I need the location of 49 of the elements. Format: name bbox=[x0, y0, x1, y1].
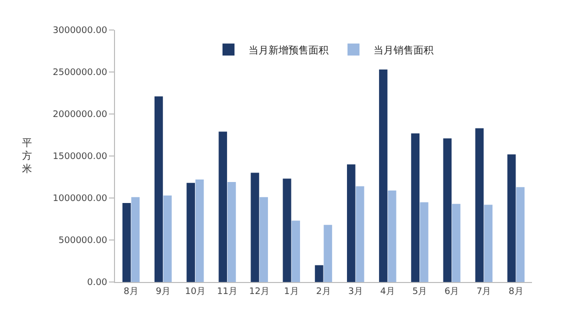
bar bbox=[420, 202, 428, 282]
x-tick-label: 11月 bbox=[217, 286, 238, 297]
bar bbox=[227, 182, 236, 282]
bar bbox=[379, 69, 388, 282]
x-tick-label: 8月 bbox=[124, 286, 138, 297]
x-tick-label: 3月 bbox=[348, 286, 363, 297]
bar bbox=[507, 154, 516, 282]
bar bbox=[388, 190, 396, 282]
y-tick-label: 500000.00 bbox=[58, 236, 108, 246]
bar bbox=[324, 224, 332, 282]
x-tick-label: 9月 bbox=[156, 286, 170, 297]
x-tick-label: 6月 bbox=[444, 286, 460, 297]
bar bbox=[475, 128, 484, 282]
bar bbox=[131, 197, 140, 282]
bar bbox=[314, 265, 324, 282]
bar bbox=[484, 204, 492, 282]
x-tick-label: 5月 bbox=[412, 286, 428, 297]
bar bbox=[282, 178, 292, 282]
legend-label: 当月新增预售面积 bbox=[248, 44, 328, 56]
bar bbox=[163, 195, 172, 282]
bar bbox=[452, 204, 460, 282]
y-tick-label: 2000000.00 bbox=[52, 110, 108, 120]
bar bbox=[292, 220, 300, 282]
y-tick-label: 1500000.00 bbox=[52, 152, 108, 162]
x-tick-label: 10月 bbox=[184, 286, 206, 297]
bar bbox=[443, 138, 452, 282]
y-tick-label: 2500000.00 bbox=[52, 68, 108, 78]
x-tick-label: 4月 bbox=[380, 286, 396, 297]
legend-label: 当月销售面积 bbox=[374, 44, 434, 56]
y-tick-label: 3000000.00 bbox=[52, 26, 108, 36]
x-tick-label: 2月 bbox=[316, 286, 331, 297]
x-tick-label: 7月 bbox=[476, 286, 492, 297]
bar bbox=[195, 180, 204, 282]
x-tick-label: 8月 bbox=[508, 286, 524, 297]
y-axis-title: 平方米 bbox=[22, 138, 32, 175]
x-tick-label: 12月 bbox=[249, 286, 270, 297]
bar bbox=[250, 172, 260, 282]
y-tick-label: 1000000.00 bbox=[52, 194, 108, 204]
bar bbox=[411, 133, 420, 282]
bar bbox=[122, 203, 131, 282]
bar bbox=[154, 96, 163, 282]
x-tick-label: 1月 bbox=[284, 286, 299, 297]
bar bbox=[260, 197, 268, 282]
bar bbox=[186, 182, 195, 282]
bar bbox=[346, 164, 356, 282]
bar bbox=[218, 132, 228, 282]
bar bbox=[356, 186, 364, 282]
bar bbox=[516, 187, 525, 282]
y-tick-label: 0.00 bbox=[87, 278, 108, 288]
